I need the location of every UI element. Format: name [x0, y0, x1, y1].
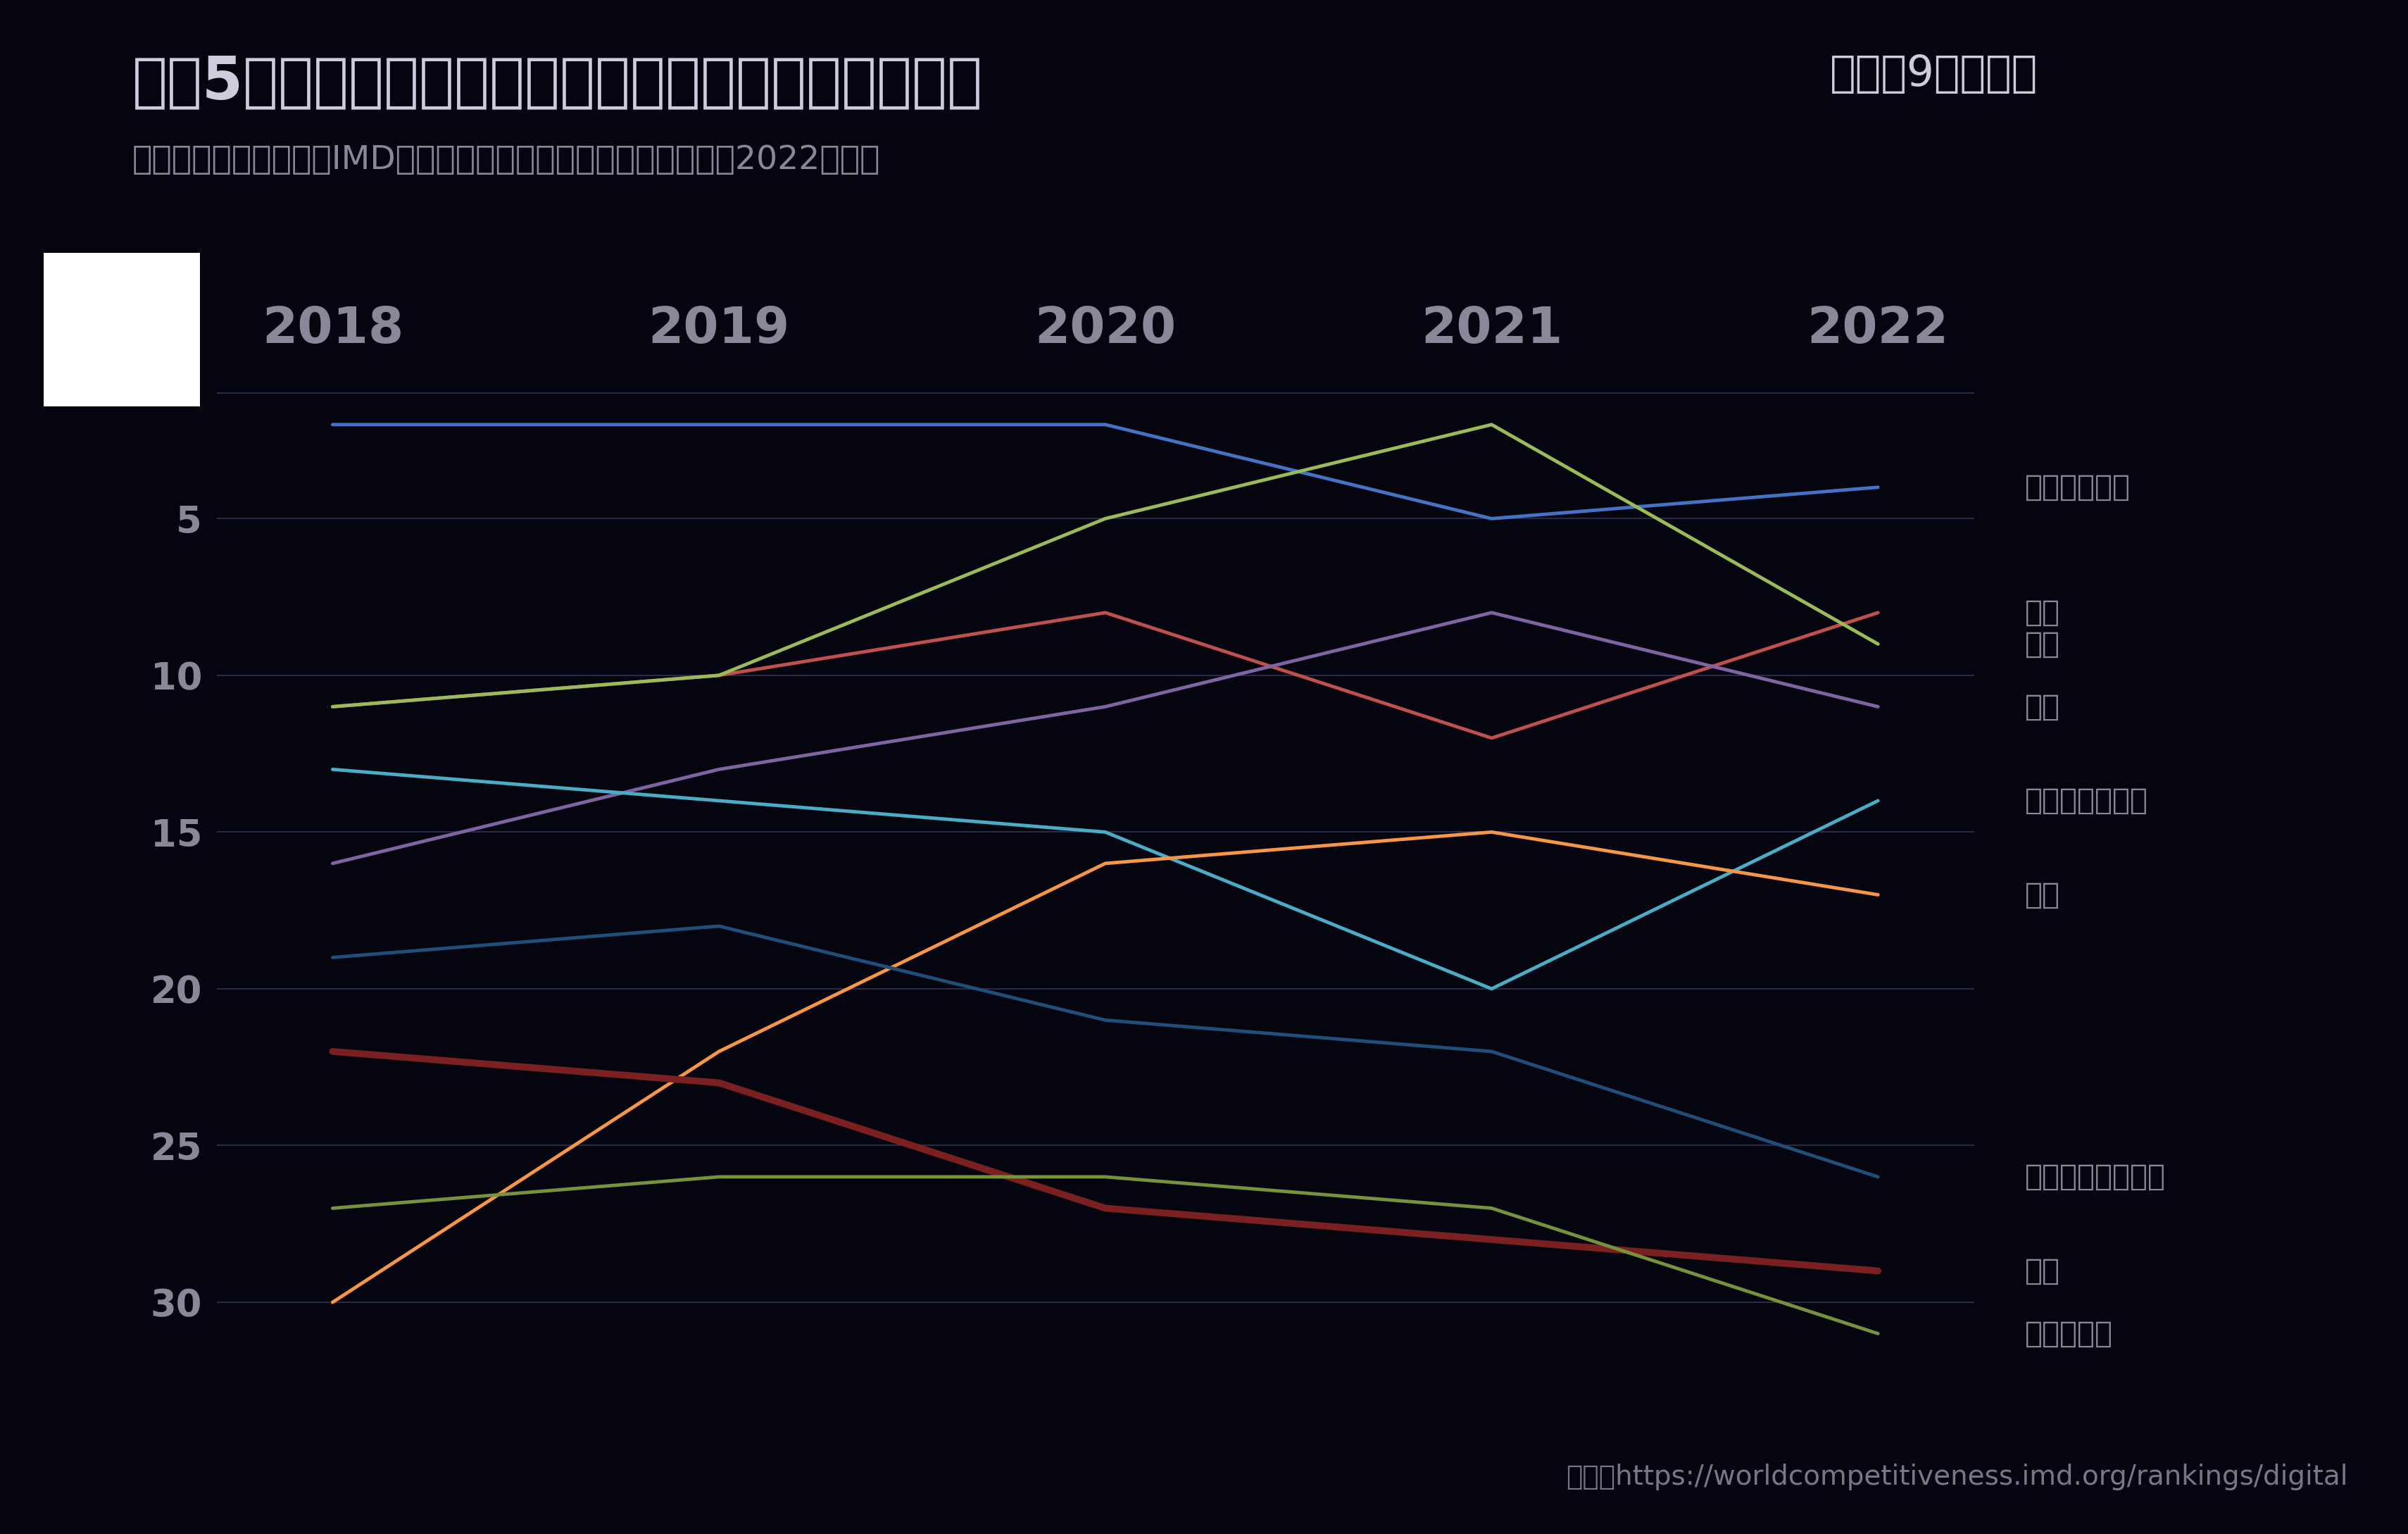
Text: 過去5年間のアジア太平洋地域の国・地域の総合順位: 過去5年間のアジア太平洋地域の国・地域の総合順位 — [132, 54, 982, 110]
Text: シンガポール: シンガポール — [2025, 472, 2131, 502]
Text: 中国: 中国 — [2025, 881, 2059, 910]
Text: 引用：https://worldcompetitiveness.imd.org/rankings/digital: 引用：https://worldcompetitiveness.imd.org/… — [1565, 1463, 2348, 1491]
Text: ニュージーランド: ニュージーランド — [2025, 1163, 2165, 1192]
Text: オーストラリア: オーストラリア — [2025, 785, 2148, 816]
Text: 台湾: 台湾 — [2025, 692, 2059, 721]
Text: 香港: 香港 — [2025, 629, 2059, 658]
Text: マレーシア: マレーシア — [2025, 1319, 2112, 1348]
Text: 日本: 日本 — [2025, 1256, 2059, 1285]
Text: （上位9位まで）: （上位9位まで） — [1830, 54, 2037, 95]
Text: 韓国: 韓国 — [2025, 598, 2059, 627]
Text: 国際経営開発研究所（IMD）『世界のデジタル競争カランキング2022』より: 国際経営開発研究所（IMD）『世界のデジタル競争カランキング2022』より — [132, 144, 881, 176]
